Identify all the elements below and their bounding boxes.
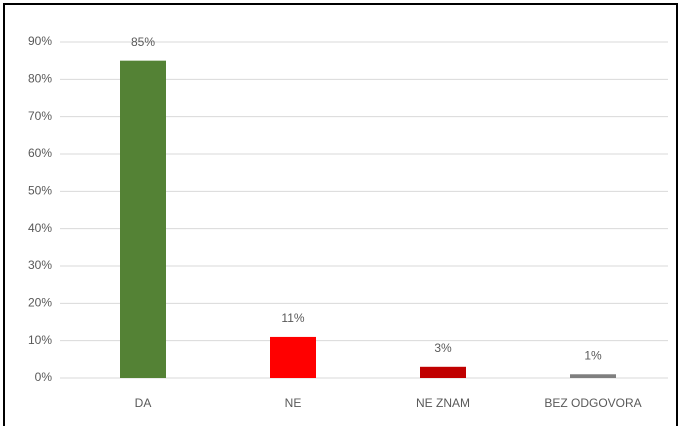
data-label: 85% [131,35,155,49]
y-tick-label: 10% [28,333,52,347]
y-tick-label: 0% [35,370,53,384]
bar [120,60,166,379]
bar [570,374,616,378]
y-tick-label: 20% [28,296,52,310]
x-tick-label: NE [285,396,302,410]
y-tick-label: 30% [28,258,52,272]
bar [420,366,466,378]
y-tick-label: 80% [28,72,52,86]
x-tick-label: BEZ ODGOVORA [544,396,641,410]
data-label: 3% [434,341,452,355]
y-tick-label: 60% [28,146,52,160]
bar [270,336,316,378]
y-tick-label: 50% [28,184,52,198]
y-tick-label: 40% [28,221,52,235]
x-tick-label: NE ZNAM [416,396,470,410]
chart-frame [3,3,678,426]
data-label: 11% [281,311,304,325]
x-tick-label: DA [135,396,152,410]
y-tick-label: 90% [28,34,52,48]
data-label: 1% [584,348,602,362]
y-tick-label: 70% [28,109,52,123]
